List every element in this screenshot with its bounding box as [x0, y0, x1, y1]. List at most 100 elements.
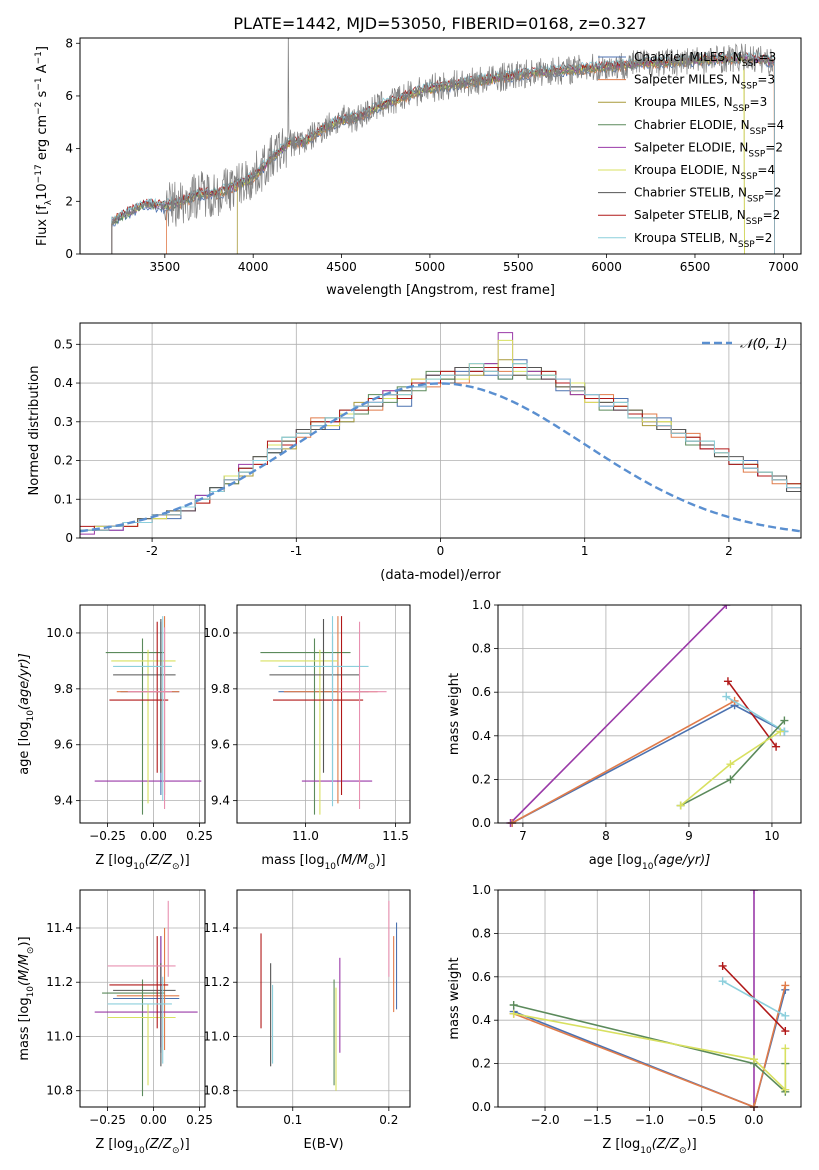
legend-label-5-part: Kroupa ELODIE, N: [634, 163, 741, 177]
mass_vs_Z-xlabel-part: )]: [180, 1137, 190, 1152]
y-tick-label: 0.8: [472, 642, 491, 656]
axes-frame: [79, 604, 206, 824]
weight-marker: [749, 890, 758, 894]
y-tick-label: 0: [65, 247, 73, 261]
axes-frame: [79, 37, 802, 255]
x-tick-label: 0.0: [744, 1113, 763, 1127]
age_vs_Z-xlabel-part: (Z/Z: [145, 853, 173, 868]
weight_vs_age-ylabel-part: mass weight: [447, 673, 462, 755]
x-tick-label: 8: [602, 829, 610, 843]
age_vs_Z-ylabel-part: age [log: [17, 722, 32, 775]
x-tick-label: 7000: [768, 260, 799, 274]
y-tick-label: 0.1: [54, 492, 73, 506]
axes-frame: [236, 889, 411, 1108]
weight_vs_age-plot-area: [506, 605, 789, 827]
spectrum-ylabel-part: −1: [34, 77, 44, 90]
residuals-xlabel-part: (data-model)/error: [380, 568, 501, 583]
weight-marker: [722, 692, 731, 701]
legend-label-6-part: SSP: [747, 195, 764, 205]
legend-label-1-part: Salpeter MILES, N: [634, 73, 741, 87]
legend-label-3-part: Chabrier ELODIE, N: [634, 118, 750, 132]
x-tick-label: 7: [519, 829, 527, 843]
weight-marker: [718, 961, 727, 970]
legend-label-1: Salpeter MILES, NSSP=3: [634, 73, 775, 92]
y-tick-label: 9.6: [54, 738, 73, 752]
weight-marker: [781, 981, 790, 990]
x-tick-label: 11.0: [292, 829, 319, 843]
errorbar-point-extra-pink: [127, 627, 172, 810]
errorbar-point-salpeter-miles: [116, 927, 180, 1051]
y-tick-label: 0.4: [54, 376, 73, 390]
legend-label-1-part: =3: [757, 73, 775, 87]
mass_vs_Z-ylabel-part: 10: [26, 986, 36, 998]
errorbar-point-chabrier-miles: [120, 621, 180, 796]
y-tick-label: 10.0: [203, 626, 230, 640]
errorbar-point-kroupa-elodie: [107, 1003, 176, 1086]
weight-line-path: [513, 1012, 787, 1092]
age-vs-mass-panel: 11.0 11.5 9.4 9.6 9.8 10.0 mass [log10(M/M⊙)]: [203, 604, 411, 872]
normal-legend-label-part: 𝒩(0, 1): [740, 337, 787, 352]
residuals-ylabel-part: Normed distribution: [27, 366, 42, 496]
age_vs_Z-xlabel-part: Z [log: [95, 853, 133, 868]
legend-label-8-part: SSP: [738, 240, 755, 250]
errorbar-point-kroupa-stelib: [113, 616, 172, 801]
x-tick-label: 2: [725, 544, 733, 558]
errorbar-point-chabrier-stelib: [269, 618, 360, 773]
legend-label-7-part: Salpeter STELIB, N: [634, 208, 746, 222]
x-tick-label: 10: [764, 829, 779, 843]
mass_vs_Z-ylabel-part: (M/M: [17, 954, 32, 986]
spectrum-panel: 3500 4000 4500 5000 5500 6000 6500 7000 0 2 4 6 8 wav…: [34, 36, 802, 298]
weight-marker: [509, 1001, 518, 1010]
age_vs_mass-xlabel-part: 10: [325, 862, 337, 872]
spectrum-ylabel-part: −1: [34, 51, 44, 64]
errorbar-point-kroupa-stelib: [278, 616, 369, 807]
weight-line-kroupa-elodie: [676, 727, 785, 810]
errorbar-point-chabrier-elodie: [105, 638, 165, 815]
plots-container: 3500 4000 4500 5000 5500 6000 6500 7000 0 2 4 6 8 wav…: [17, 36, 802, 1156]
y-tick-label: 11.4: [46, 921, 73, 935]
x-tick-label: 0.25: [186, 829, 213, 843]
legend-label-3-part: SSP: [750, 127, 767, 137]
y-tick-label: 11.2: [203, 975, 230, 989]
errorbar-point-salpeter-stelib: [109, 936, 169, 1029]
weight_vs_Z-xlabel: Z [log10(Z/Z⊙)]: [602, 1137, 696, 1156]
mass_vs_Z-ylabel: mass [log10(M/M⊙)]: [17, 936, 36, 1060]
x-tick-label: -1: [290, 544, 302, 558]
spectrum-ylabel-part: A: [35, 64, 50, 77]
y-tick-label: 11.0: [203, 1029, 230, 1043]
spectrum-ylabel-part: s: [35, 90, 50, 101]
age_vs_mass-xlabel-part: )]: [375, 853, 385, 868]
x-tick-label: 0: [437, 544, 445, 558]
data-spectrum: [111, 38, 775, 254]
spectrum-ylabel-part: λ: [44, 199, 54, 205]
x-tick-label: 0.00: [140, 829, 167, 843]
age_vs_Z-ylabel-part: (age/yr)]: [17, 653, 32, 710]
y-tick-label: 0.3: [54, 415, 73, 429]
mass_vs_Z-ylabel-part: mass [log: [17, 997, 32, 1060]
weight_vs_Z-xlabel-part: )]: [687, 1137, 697, 1152]
legend-label-0-part: SSP: [742, 59, 759, 69]
legend-label-2: Kroupa MILES, NSSP=3: [634, 95, 767, 114]
spectrum-ylabel-part: 10: [35, 183, 50, 200]
weight-marker: [772, 742, 781, 751]
normal-curve: [80, 382, 801, 533]
errorbar-point-kroupa-elodie: [260, 649, 338, 815]
spectrum-ylabel-part: Flux [f: [35, 205, 50, 246]
legend-label-8-part: =2: [755, 231, 773, 245]
axes-frame: [79, 889, 206, 1108]
mass_vs_Z-ylabel-part: )]: [17, 936, 32, 946]
errorbar-point-kroupa-stelib: [107, 976, 172, 1064]
y-tick-label: 8: [65, 36, 73, 50]
age_vs_Z-xlabel-part: 10: [133, 862, 145, 872]
y-tick-label: 11.2: [46, 975, 73, 989]
weight_vs_Z-xlabel-part: 10: [640, 1146, 652, 1156]
residuals-xlabel: (data-model)/error: [380, 568, 501, 583]
y-tick-label: 0.4: [472, 729, 491, 743]
mass_vs_EBV-xlabel: E(B-V): [303, 1137, 343, 1152]
axes-frame: [236, 604, 411, 824]
legend-label-0: Chabrier MILES, NSSP=3: [634, 50, 776, 69]
errorbar-point-chabrier-stelib: [113, 963, 176, 1067]
y-tick-label: 10.8: [46, 1084, 73, 1098]
